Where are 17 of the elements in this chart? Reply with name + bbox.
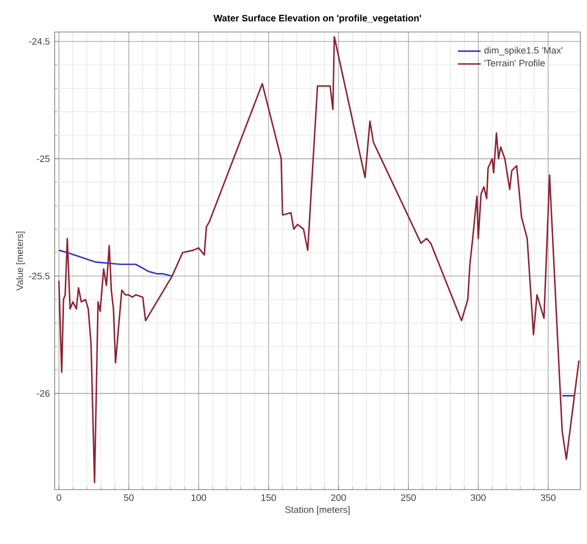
y-tick-label: -26 [36, 390, 50, 397]
x-tick-label: 0 [56, 494, 62, 501]
chart-title: Water Surface Elevation on 'profile_vegetation' [213, 14, 422, 24]
x-tick-label: 350 [540, 494, 556, 501]
x-tick-label: 300 [470, 494, 486, 501]
y-axis-title: Value [meters] [16, 232, 25, 290]
x-tick-label: 200 [331, 494, 346, 501]
x-tick-label: 50 [124, 494, 134, 501]
legend-label: dim_spike1.5 'Max' [484, 46, 562, 56]
y-tick-label: -24.5 [29, 38, 50, 45]
y-tick-label: -25 [36, 155, 50, 162]
x-tick-label: 100 [192, 494, 206, 501]
y-tick-label: -25.5 [29, 272, 50, 280]
legend-label: 'Terrain' Profile [484, 59, 545, 66]
x-tick-label: 150 [262, 494, 276, 501]
x-axis-title: Station [meters] [285, 506, 350, 515]
x-tick-label: 250 [401, 494, 416, 501]
